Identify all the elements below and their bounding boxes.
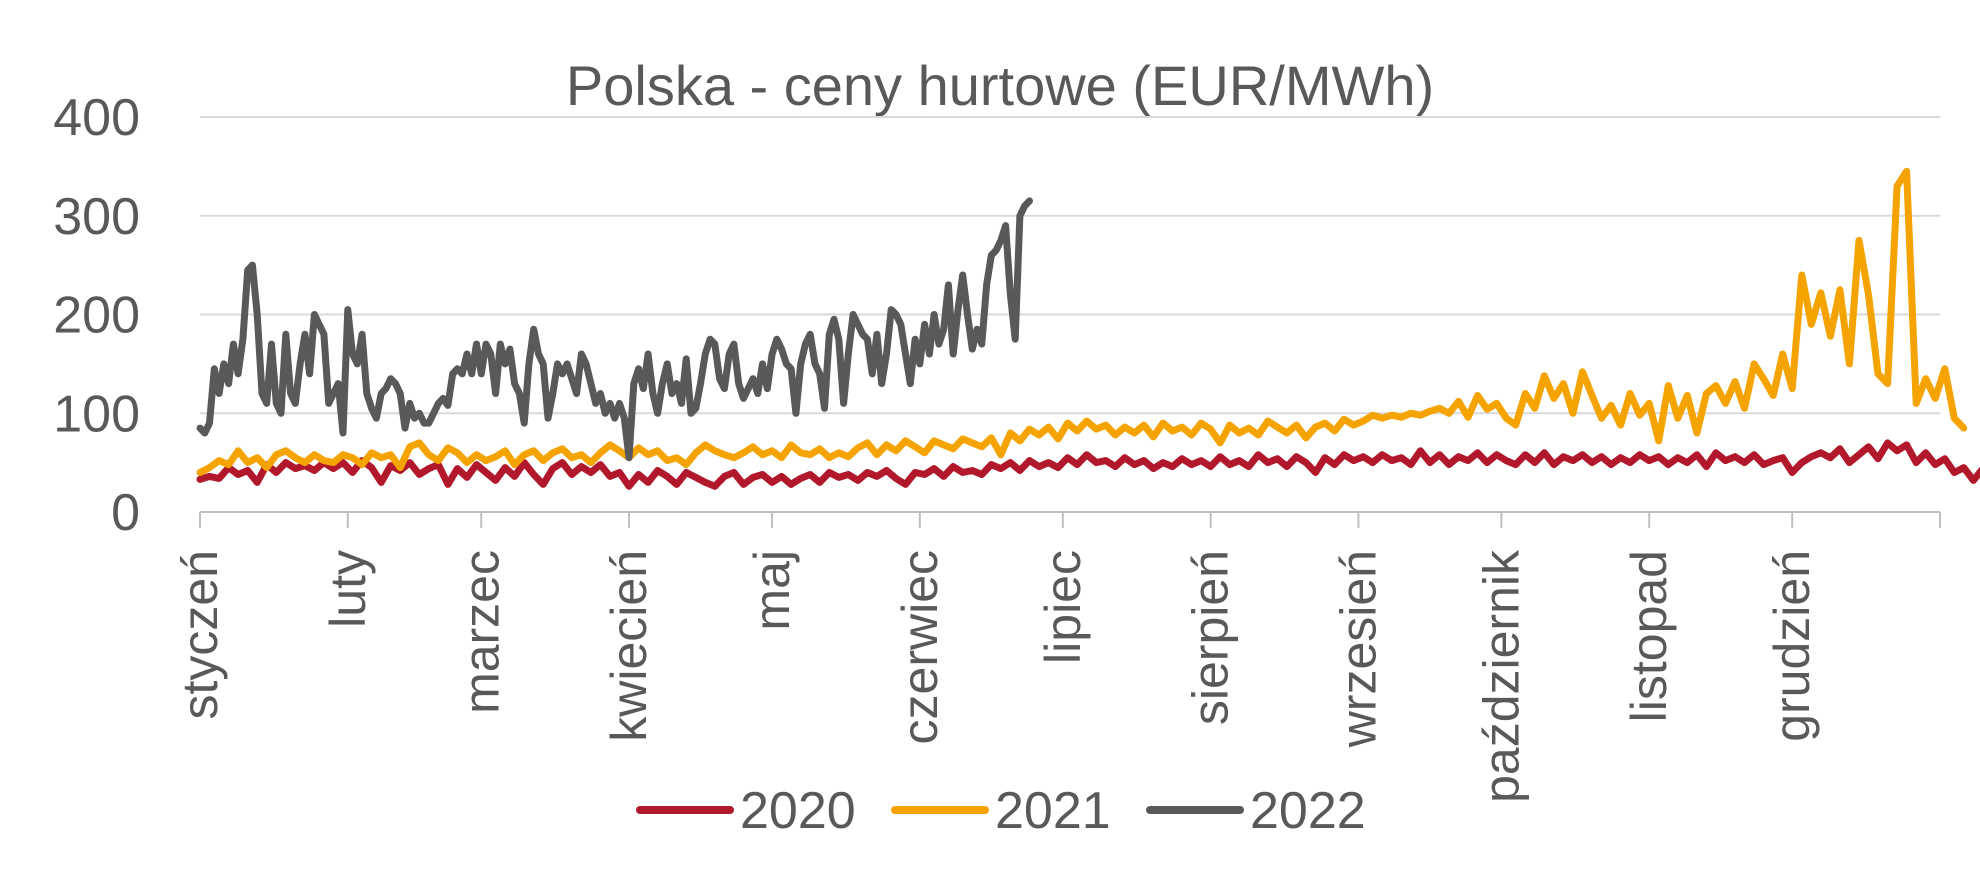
y-tick-label: 0 [111,484,140,542]
series-line-2022 [196,197,1033,462]
y-tick-label: 300 [53,188,140,246]
x-tick-label: wrzesień [1330,550,1386,748]
legend-label-2022: 2022 [1250,782,1366,840]
x-axis: styczeń luty marzec kwiecień maj czerwiec lipi… [172,512,1941,803]
y-tick-label: 200 [53,287,140,345]
legend-label-2021: 2021 [995,782,1111,840]
x-tick-label: czerwiec [892,550,948,744]
x-tick-label: kwiecień [601,550,657,742]
chart-title: Polska - ceny hurtowe (EUR/MWh) [566,54,1434,117]
y-tick-label: 400 [53,89,140,147]
x-tick-label: maj [744,550,800,631]
legend-label-2020: 2020 [740,782,856,840]
x-tick-label: sierpień [1183,550,1239,725]
x-tick-label: lipiec [1035,550,1091,664]
x-tick-label: grudzień [1764,550,1820,742]
y-tick-label: 100 [53,385,140,443]
x-tick-label: marzec [453,550,509,714]
legend: 2020 2021 2022 [636,782,1366,840]
series-line-2020 [196,439,1980,490]
x-tick-label: styczeń [172,550,228,720]
series-lines [196,167,1980,490]
x-tick-label: listopad [1621,550,1677,722]
series-line-2021 [196,167,1968,476]
y-axis-ticks: 0 100 200 300 400 [53,89,140,542]
x-tick-label: luty [320,550,376,628]
x-tick-label: październik [1473,549,1529,803]
